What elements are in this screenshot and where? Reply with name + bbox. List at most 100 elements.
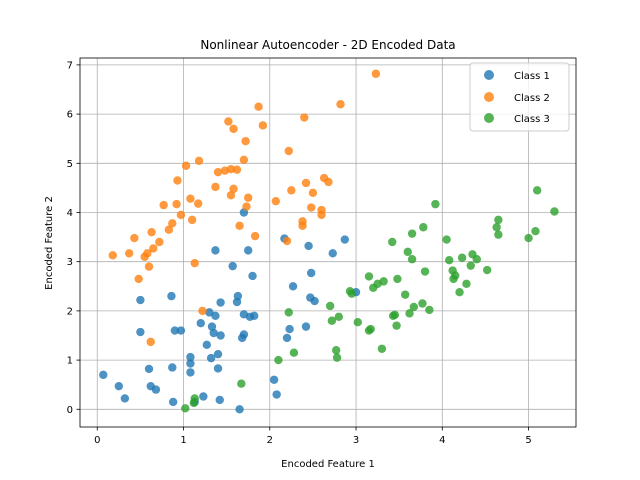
point-class-3: [407, 255, 417, 264]
point-class-2: [124, 249, 134, 258]
point-class-3: [532, 186, 542, 195]
point-class-3: [482, 265, 492, 275]
point-class-3: [524, 233, 533, 243]
point-class-3: [289, 348, 299, 357]
point-class-2: [371, 69, 381, 78]
point-class-2: [193, 199, 203, 208]
y-tick-label: 3: [67, 257, 73, 268]
point-class-1: [235, 405, 244, 414]
point-class-2: [300, 113, 309, 122]
point-class-3: [347, 289, 356, 298]
point-class-1: [248, 271, 257, 281]
point-class-3: [492, 223, 501, 232]
point-class-2: [186, 194, 195, 203]
y-tick-label: 2: [67, 306, 73, 317]
y-tick-label: 5: [67, 159, 73, 170]
point-class-2: [241, 136, 250, 146]
y-axis-label: Encoded Feature 2: [44, 196, 55, 290]
point-class-2: [213, 167, 223, 177]
point-class-1: [310, 296, 319, 306]
point-class-3: [190, 394, 199, 403]
x-tick-label: 1: [180, 435, 186, 446]
point-class-3: [388, 237, 397, 247]
point-class-3: [392, 321, 401, 330]
point-class-3: [420, 267, 430, 276]
point-class-3: [425, 305, 434, 315]
point-class-1: [285, 324, 294, 334]
point-class-1: [170, 326, 180, 335]
point-class-2: [226, 191, 236, 200]
point-class-1: [239, 330, 249, 339]
point-class-3: [409, 302, 419, 312]
point-class-1: [168, 397, 178, 407]
point-class-2: [336, 100, 345, 109]
point-class-2: [287, 186, 296, 195]
point-class-3: [444, 256, 454, 265]
point-class-3: [494, 230, 503, 239]
point-class-1: [209, 328, 218, 338]
point-class-3: [377, 344, 387, 353]
chart-title: Nonlinear Autoencoder - 2D Encoded Data: [200, 38, 455, 52]
point-class-3: [181, 404, 190, 413]
point-class-1: [199, 392, 208, 401]
point-class-3: [353, 318, 362, 327]
point-class-3: [451, 271, 460, 280]
point-class-1: [304, 241, 313, 251]
point-class-2: [235, 221, 244, 230]
x-tick-label: 3: [353, 435, 359, 446]
point-class-1: [186, 359, 195, 368]
x-tick-label: 0: [94, 435, 100, 446]
point-class-1: [186, 368, 195, 377]
point-class-2: [258, 121, 268, 130]
point-class-1: [120, 394, 130, 403]
point-class-2: [211, 182, 220, 192]
point-class-3: [405, 309, 414, 318]
point-class-2: [130, 233, 139, 243]
y-tick-label: 0: [67, 405, 73, 416]
point-class-2: [282, 236, 292, 246]
point-class-2: [229, 184, 238, 194]
point-class-3: [442, 235, 451, 244]
point-class-2: [194, 156, 204, 166]
point-class-2: [144, 262, 154, 271]
point-class-2: [271, 196, 281, 206]
point-class-2: [159, 200, 168, 210]
point-class-1: [340, 235, 350, 244]
point-class-1: [328, 249, 337, 258]
point-class-3: [379, 277, 388, 286]
point-class-2: [308, 188, 318, 198]
point-class-3: [550, 207, 559, 216]
point-class-3: [284, 308, 293, 317]
point-class-2: [172, 199, 181, 209]
point-class-1: [216, 298, 225, 307]
point-class-3: [419, 223, 428, 232]
y-tick-label: 7: [67, 60, 73, 71]
legend-marker-class-2: [484, 92, 494, 102]
point-class-2: [147, 227, 156, 237]
point-class-2: [146, 337, 155, 347]
point-class-2: [134, 274, 143, 284]
point-class-2: [301, 178, 311, 188]
point-class-2: [155, 237, 164, 247]
point-class-3: [407, 229, 417, 238]
point-class-1: [272, 390, 281, 399]
point-class-3: [401, 290, 410, 299]
point-class-1: [168, 363, 177, 372]
point-class-1: [211, 311, 220, 321]
point-class-3: [325, 301, 335, 311]
point-class-1: [136, 295, 145, 305]
point-class-2: [242, 202, 251, 211]
point-class-3: [366, 324, 375, 334]
y-tick-label: 1: [67, 356, 73, 367]
point-class-3: [418, 299, 427, 308]
point-class-3: [457, 253, 467, 262]
x-tick-label: 4: [439, 435, 445, 446]
point-class-1: [136, 327, 145, 337]
point-class-1: [151, 385, 161, 394]
point-class-2: [143, 249, 152, 258]
point-class-2: [226, 164, 236, 174]
point-class-1: [144, 364, 154, 374]
point-class-3: [364, 272, 374, 281]
point-class-1: [99, 370, 108, 380]
point-class-3: [327, 316, 337, 325]
